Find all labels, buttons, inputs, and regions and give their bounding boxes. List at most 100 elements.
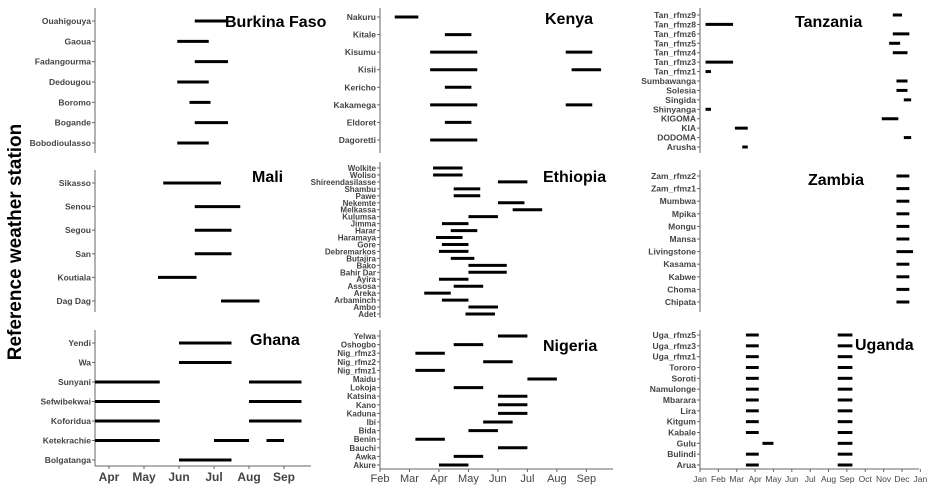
panel-zambia-station-label: Mansa — [670, 234, 697, 244]
panel-mali-station-label: Senou — [65, 202, 91, 212]
panel-mali-title: Mali — [252, 169, 283, 186]
panel-uganda-station-label: Uga_rfmz5 — [653, 330, 697, 340]
panel-burkina-faso-station-label: Bogande — [55, 118, 92, 128]
panel-uganda-x-tick-label: Apr — [748, 474, 761, 484]
panel-ethiopia-station-label: Wolkite — [348, 164, 377, 173]
panel-uganda-title: Uganda — [855, 337, 914, 354]
panel-kenya-title: Kenya — [545, 11, 593, 28]
panel-nigeria-station-label: Nig_rfmz1 — [337, 366, 376, 375]
panel-burkina-faso-station-label: Bobodioulasso — [30, 138, 91, 148]
panel-uganda-station-label: Arua — [677, 460, 697, 470]
panel-zambia-station-label: Choma — [667, 284, 696, 294]
panel-kenya-station-label: Kisumu — [345, 47, 376, 57]
panel-mali-station-label: Koutiala — [57, 272, 91, 282]
panel-uganda-x-tick-label: Sep — [839, 474, 854, 484]
panel-uganda-x-tick-label: Aug — [821, 474, 836, 484]
panel-uganda-x-tick-label: Jul — [805, 474, 816, 484]
panel-zambia-station-label: Chipata — [665, 297, 696, 307]
panel-nigeria-station-label: Benin — [354, 435, 376, 444]
panel-nigeria-station-label: Bauchi — [349, 444, 376, 453]
panel-tanzania-station-label: KIGOMA — [661, 114, 696, 124]
panel-ethiopia-station-label: Harar — [355, 227, 376, 236]
panel-nigeria-station-label: Kano — [356, 401, 376, 410]
panel-nigeria-station-label: Awka — [355, 452, 376, 461]
panel-ethiopia-station-label: Jimma — [351, 220, 377, 229]
panel-tanzania-station-label: KIA — [681, 123, 696, 133]
panel-burkina-faso-station-label: Fadangourma — [35, 57, 91, 67]
panel-tanzania-station-label: Tan_rfmz8 — [654, 19, 696, 29]
panel-uganda-station-label: Uga_rfmz3 — [653, 341, 697, 351]
panel-kenya-station-label: Dagoretti — [339, 135, 376, 145]
panel-ghana-x-tick-label: Jul — [205, 470, 222, 484]
panel-tanzania-station-label: Tan_rfmz1 — [654, 67, 696, 77]
panel-uganda-station-label: Tororo — [669, 363, 696, 373]
panel-nigeria-x-tick-label: Apr — [430, 473, 447, 485]
panel-ghana-station-label: Wa — [79, 358, 92, 368]
panel-ghana-x-tick-label: Aug — [237, 470, 260, 484]
panel-zambia-station-label: Zam_rfmz2 — [651, 171, 696, 181]
panel-ethiopia-station-label: Woliso — [350, 171, 376, 180]
panel-ethiopia-station-label: Bako — [356, 261, 376, 270]
panel-uganda-x-tick-label: May — [765, 474, 782, 484]
panel-uganda-x-tick-label: Mar — [729, 474, 744, 484]
panel-ethiopia-station-label: Bahir Dar — [340, 268, 376, 277]
panel-uganda-station-label: Mbarara — [663, 395, 696, 405]
panel-kenya-station-label: Kisii — [358, 65, 376, 75]
panel-ethiopia-station-label: Kulumsa — [342, 213, 376, 222]
panel-nigeria-station-label: Lokoja — [350, 384, 376, 393]
panel-tanzania-station-label: Tan_rfmz4 — [654, 48, 696, 58]
panel-mali-station-label: San — [75, 249, 91, 259]
panel-ethiopia-station-label: Adet — [358, 310, 376, 319]
panel-ghana-x-tick-label: Sep — [273, 470, 295, 484]
panel-tanzania-station-label: Tan_rfmz3 — [654, 57, 696, 67]
panel-nigeria-station-label: Nig_rfmz2 — [337, 358, 376, 367]
panel-zambia-station-label: Zam_rfmz1 — [651, 184, 696, 194]
panel-ethiopia-title: Ethiopia — [543, 169, 606, 186]
panel-burkina-faso-station-label: Ouahigouya — [42, 16, 91, 26]
panel-ethiopia-station-label: Pawe — [356, 192, 377, 201]
panel-mali-station-label: Segou — [65, 225, 91, 235]
panel-ethiopia-station-label: Shambu — [344, 185, 376, 194]
panel-tanzania-station-label: Singida — [665, 95, 696, 105]
panel-burkina-faso-station-label: Boromo — [58, 97, 91, 107]
panel-nigeria-station-label: Yelwa — [354, 332, 377, 341]
panel-nigeria-station-label: Maidu — [353, 375, 376, 384]
panel-zambia-title: Zambia — [808, 172, 864, 189]
panel-tanzania-station-label: Shinyanga — [653, 104, 696, 114]
panel-tanzania-station-label: Solesia — [666, 85, 696, 95]
panel-burkina-faso-title: Burkina Faso — [225, 14, 327, 31]
panel-ghana-x-tick-label: Apr — [99, 470, 120, 484]
panel-nigeria-x-tick-label: Jul — [520, 473, 534, 485]
panel-ethiopia-station-label: Debremarkos — [325, 247, 377, 256]
panel-zambia-station-label: Livingstone — [648, 247, 696, 257]
panel-tanzania-station-label: Sumbawanga — [641, 76, 696, 86]
panel-uganda-x-tick-label: Nov — [876, 474, 892, 484]
panel-burkina-faso-station-label: Dedougou — [49, 77, 91, 87]
panel-mali-station-label: Dag Dag — [57, 296, 91, 306]
panel-nigeria-x-tick-label: Aug — [547, 473, 567, 485]
panel-tanzania-station-label: Tan_rfmz5 — [654, 38, 696, 48]
panel-zambia-station-label: Kabwe — [669, 272, 697, 282]
panel-ethiopia-station-label: Melkassa — [340, 206, 376, 215]
panel-nigeria-x-tick-label: May — [458, 473, 479, 485]
panel-zambia-station-label: Mpika — [672, 209, 696, 219]
panel-ethiopia-station-label: Assosa — [348, 282, 377, 291]
panel-kenya-station-label: Eldoret — [347, 117, 376, 127]
panel-kenya-station-label: Kitale — [353, 30, 376, 40]
panel-burkina-faso-station-label: Gaoua — [65, 36, 92, 46]
panel-tanzania-title: Tanzania — [795, 14, 862, 31]
panel-uganda-station-label: Kabale — [668, 428, 696, 438]
panel-kenya-station-label: Kericho — [344, 82, 376, 92]
panel-ethiopia-station-label: Shireendasilasse — [311, 178, 377, 187]
panel-nigeria-station-label: Oshogbo — [341, 341, 376, 350]
panel-zambia-station-label: Kasama — [663, 259, 696, 269]
panel-nigeria-station-label: Akure — [353, 461, 376, 470]
panel-ghana-x-tick-label: May — [132, 470, 156, 484]
panel-uganda-station-label: Lira — [680, 406, 696, 416]
panel-ghana-station-label: Yendi — [68, 338, 91, 348]
panel-tanzania-station-label: Tan_rfmz9 — [654, 10, 696, 20]
panel-zambia-station-label: Mumbwa — [660, 196, 697, 206]
panel-ethiopia-station-label: Areka — [354, 289, 377, 298]
panel-ghana-station-label: Koforidua — [51, 416, 91, 426]
